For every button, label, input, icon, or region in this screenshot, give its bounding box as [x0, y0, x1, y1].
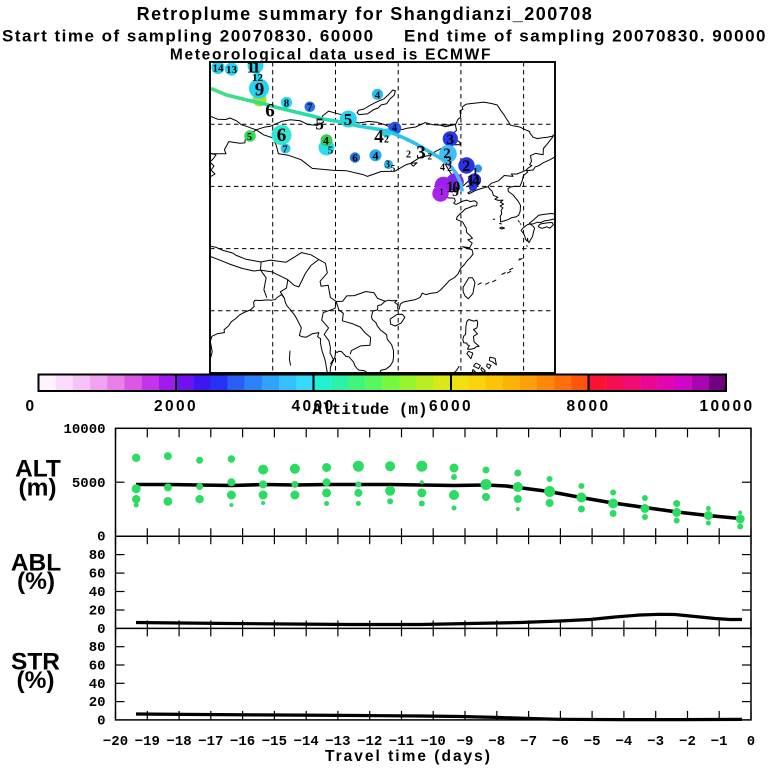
svg-text:2: 2 — [406, 150, 411, 161]
svg-text:−2: −2 — [679, 734, 696, 750]
svg-text:4: 4 — [440, 163, 445, 174]
svg-text:4: 4 — [373, 148, 379, 162]
svg-text:−18: −18 — [166, 734, 191, 750]
svg-text:−8: −8 — [488, 734, 505, 750]
svg-text:−15: −15 — [262, 734, 287, 750]
svg-text:−5: −5 — [584, 734, 601, 750]
svg-text:2000: 2000 — [154, 398, 198, 415]
svg-text:60: 60 — [89, 567, 106, 583]
svg-text:(m): (m) — [18, 475, 56, 502]
svg-text:−11: −11 — [389, 734, 414, 750]
svg-text:−17: −17 — [198, 734, 223, 750]
svg-text:2: 2 — [443, 146, 451, 162]
svg-text:4000: 4000 — [291, 398, 335, 415]
svg-text:60: 60 — [89, 659, 106, 675]
svg-text:ALT: ALT — [15, 456, 61, 483]
svg-text:10000: 10000 — [699, 398, 754, 415]
svg-text:Meteorological data used is EC: Meteorological data used is ECMWF — [170, 47, 492, 64]
svg-text:−3: −3 — [647, 734, 664, 750]
svg-text:−13: −13 — [325, 734, 350, 750]
svg-text:−7: −7 — [520, 734, 537, 750]
svg-text:(%): (%) — [16, 667, 54, 694]
svg-text:5000: 5000 — [72, 476, 106, 492]
svg-text:7: 7 — [307, 102, 313, 114]
svg-text:12: 12 — [252, 72, 264, 84]
svg-text:0: 0 — [97, 622, 105, 638]
svg-text:−6: −6 — [552, 734, 569, 750]
svg-text:3: 3 — [446, 153, 453, 168]
svg-text:1: 1 — [472, 165, 478, 179]
svg-text:(%): (%) — [17, 568, 55, 595]
svg-text:2: 2 — [384, 135, 389, 146]
svg-text:10000: 10000 — [63, 422, 105, 438]
svg-text:2: 2 — [447, 163, 452, 173]
svg-text:3: 3 — [385, 160, 390, 171]
svg-text:0: 0 — [97, 530, 105, 546]
svg-text:11: 11 — [246, 58, 260, 77]
svg-text:5: 5 — [391, 164, 396, 174]
svg-text:ABL: ABL — [11, 550, 61, 577]
svg-text:5: 5 — [328, 144, 334, 156]
svg-text:4: 4 — [375, 89, 381, 101]
svg-text:End time of sampling 20070830.: End time of sampling 20070830. 90000 — [404, 27, 767, 46]
svg-text:−4: −4 — [615, 734, 632, 750]
svg-text:STR: STR — [11, 649, 60, 676]
svg-text:4: 4 — [392, 123, 397, 134]
svg-text:20: 20 — [89, 604, 106, 620]
svg-text:0: 0 — [97, 713, 105, 729]
svg-text:Travel time (days): Travel time (days) — [325, 748, 492, 765]
svg-text:5: 5 — [315, 115, 324, 134]
svg-text:Altitude (m): Altitude (m) — [312, 401, 427, 419]
svg-text:10: 10 — [446, 179, 460, 196]
svg-text:6: 6 — [277, 125, 287, 146]
svg-text:2: 2 — [427, 152, 432, 162]
svg-text:5: 5 — [247, 132, 252, 143]
svg-text:9: 9 — [452, 185, 459, 200]
svg-text:4: 4 — [374, 127, 384, 148]
svg-text:−9: −9 — [457, 734, 474, 750]
svg-text:7: 7 — [282, 143, 288, 155]
svg-text:3: 3 — [447, 132, 455, 148]
svg-text:6000: 6000 — [429, 398, 473, 415]
svg-text:5: 5 — [344, 110, 353, 129]
svg-text:Start time of sampling 2007083: Start time of sampling 20070830. 60000 — [2, 27, 375, 46]
svg-text:Retroplume summary for Shangdi: Retroplume summary for Shangdianzi_20070… — [137, 4, 594, 24]
svg-text:−19: −19 — [135, 734, 160, 750]
svg-text:20: 20 — [89, 695, 106, 711]
svg-text:0: 0 — [25, 398, 36, 415]
svg-text:−10: −10 — [421, 734, 446, 750]
svg-text:0: 0 — [747, 734, 755, 750]
svg-text:6: 6 — [352, 152, 358, 164]
svg-text:3: 3 — [416, 143, 426, 164]
svg-text:13: 13 — [226, 64, 238, 76]
svg-text:1: 1 — [439, 187, 444, 197]
svg-text:80: 80 — [89, 548, 106, 564]
svg-text:14: 14 — [213, 62, 225, 74]
svg-text:−16: −16 — [230, 734, 255, 750]
svg-text:−20: −20 — [103, 734, 128, 750]
svg-text:−12: −12 — [357, 734, 382, 750]
svg-text:9: 9 — [255, 80, 265, 101]
svg-text:−1: −1 — [711, 734, 728, 750]
svg-text:−14: −14 — [294, 734, 319, 750]
svg-text:8000: 8000 — [566, 398, 610, 415]
svg-text:2: 2 — [462, 158, 470, 175]
svg-text:40: 40 — [89, 585, 106, 601]
svg-text:40: 40 — [89, 677, 106, 693]
svg-text:80: 80 — [89, 640, 106, 656]
svg-text:4: 4 — [323, 134, 329, 148]
svg-text:8: 8 — [284, 97, 290, 109]
svg-text:6: 6 — [265, 101, 275, 122]
